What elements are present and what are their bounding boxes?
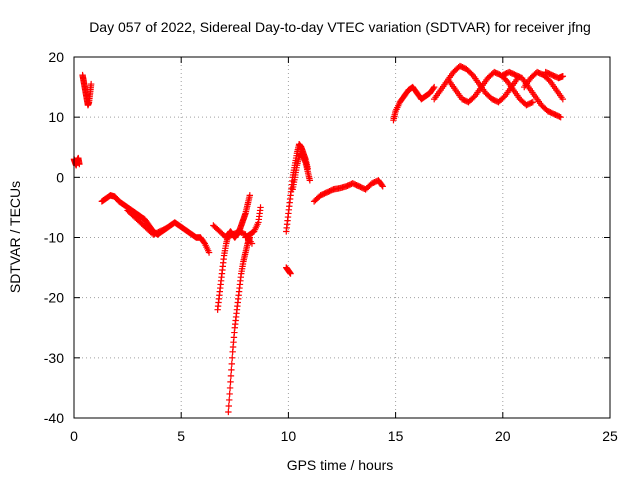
y-tick-label: 10 [48, 109, 64, 125]
data-point [162, 225, 170, 232]
series-arc-00h [70, 154, 83, 169]
data-point [246, 192, 254, 199]
series-arc-6.5h-b [210, 222, 256, 247]
data-point [228, 366, 235, 374]
series-arc-10h-low [283, 264, 294, 277]
data-point [229, 354, 236, 362]
series-arc-11.5h [310, 177, 386, 205]
series-arc-1.5h [98, 192, 213, 256]
data-point [559, 95, 567, 103]
data-point [379, 183, 386, 190]
x-tick-label: 10 [281, 428, 297, 444]
y-tick-label: -20 [44, 290, 64, 306]
y-tick-label: -40 [44, 410, 64, 426]
data-point [226, 396, 233, 404]
x-tick-label: 0 [70, 428, 78, 444]
data-point [430, 83, 438, 91]
x-tick-label: 5 [177, 428, 185, 444]
series-arc-0.5h [79, 71, 95, 109]
data-point [87, 80, 95, 88]
x-tick-label: 15 [388, 428, 404, 444]
series-arc-14.5h [390, 83, 438, 124]
y-tick-label: 20 [48, 49, 64, 65]
y-tick-label: -30 [44, 350, 64, 366]
data-point [556, 113, 563, 120]
data-point [248, 240, 256, 247]
series-arc-3h-b [124, 207, 170, 238]
data-point [76, 160, 83, 168]
data-point [529, 98, 537, 106]
data-points [70, 62, 567, 416]
series-arc-17.5h-b [446, 68, 537, 109]
series-arc-21h [521, 68, 567, 103]
data-point [257, 204, 264, 211]
data-point [306, 177, 314, 184]
data-point [557, 113, 564, 121]
x-tick-label: 20 [495, 428, 511, 444]
y-axis-label: SDTVAR / TECUs [7, 181, 23, 293]
series-arc-8h [242, 204, 264, 241]
data-point [430, 85, 437, 92]
data-point [528, 99, 535, 106]
x-tick-label: 25 [602, 428, 618, 444]
data-point [227, 378, 234, 386]
data-point [205, 249, 213, 256]
axis-ticks: 0 5 10 15 20 25 20 10 0 -10 -20 -30 -40 [44, 49, 618, 444]
data-point [378, 181, 386, 189]
data-point [228, 360, 235, 368]
data-point [161, 225, 169, 233]
data-point [559, 73, 567, 80]
data-point [225, 408, 232, 416]
data-point [226, 384, 234, 392]
y-tick-label: 0 [56, 169, 64, 185]
data-point [287, 270, 294, 277]
series-arc-17h [430, 62, 522, 106]
x-axis-label: GPS time / hours [287, 457, 394, 473]
grid [74, 57, 610, 418]
series-arc-10.5h [289, 150, 314, 193]
data-point [225, 402, 232, 410]
chart-title: Day 057 of 2022, Sidereal Day-to-day VTE… [89, 19, 591, 35]
series-arc-22h [542, 68, 567, 82]
data-point [226, 390, 233, 398]
series-arc-7h [225, 234, 254, 416]
data-point [227, 372, 235, 380]
y-tick-label: -10 [44, 230, 64, 246]
